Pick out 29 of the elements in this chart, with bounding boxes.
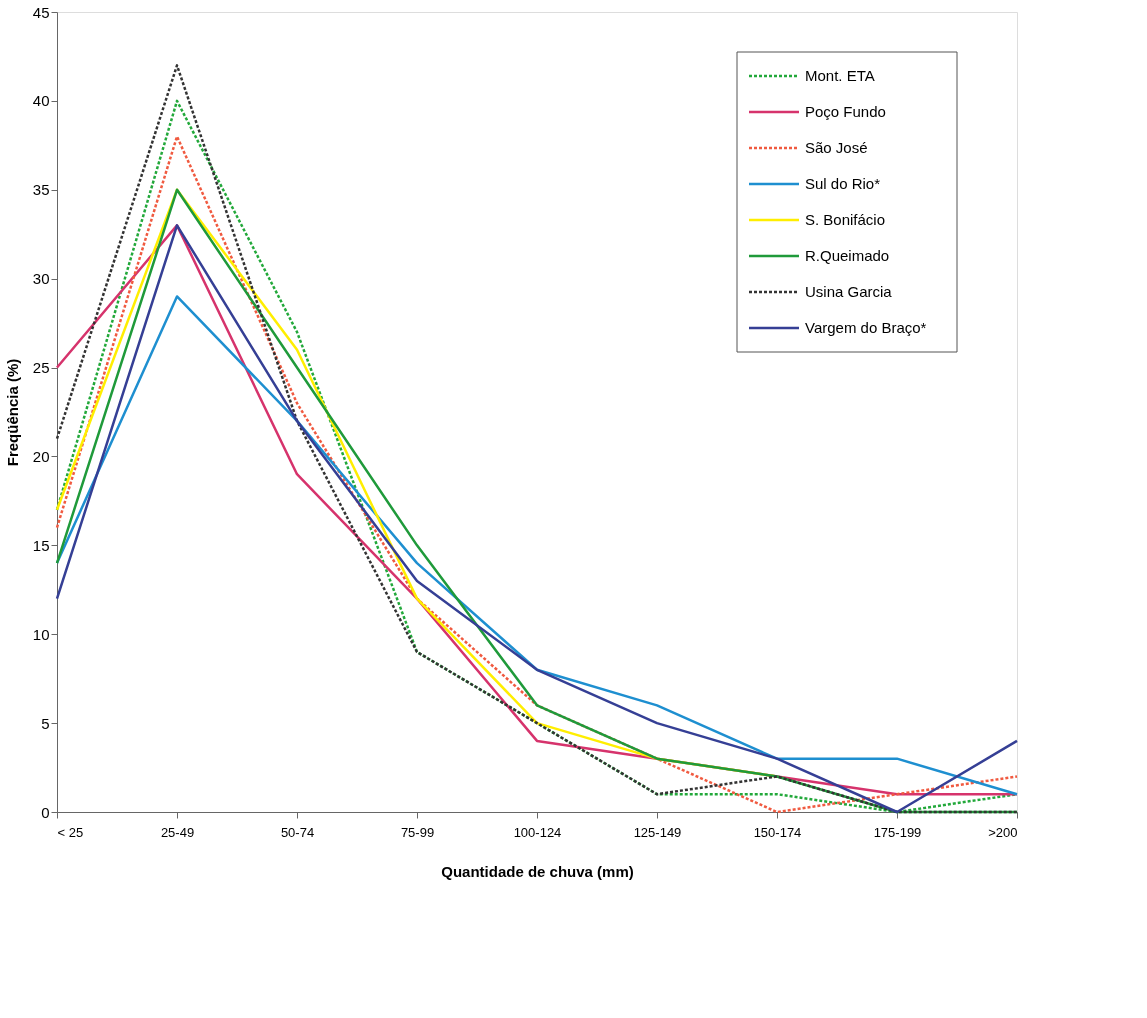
x-tick-label: >200 [988,824,1018,840]
x-tick-label: 125-149 [633,824,682,840]
x-tick-label: 175-199 [873,824,922,840]
legend-label: S. Bonifácio [805,211,886,228]
x-tick-label: 100-124 [513,824,562,840]
x-tick-label: < 25 [57,824,84,840]
legend-label: Sul do Rio* [805,175,881,192]
legend-label: Poço Fundo [805,103,886,120]
legend-label: São José [805,139,868,156]
y-tick-label: 35 [32,181,50,199]
x-tick-label: 75-99 [400,824,435,840]
y-tick-label: 20 [32,447,50,465]
legend-label: Usina Garcia [805,283,893,300]
y-tick-label: 0 [41,803,50,821]
x-axis-title: Quantidade de chuva (mm) [441,862,634,880]
y-tick-label: 30 [32,270,50,288]
y-tick-label: 40 [32,92,50,110]
x-tick-label: 50-74 [280,824,315,840]
y-tick-label: 25 [32,359,50,377]
legend-label: Vargem do Braço* [805,319,927,336]
legend-label: Mont. ETA [805,67,875,84]
x-tick-label: 150-174 [753,824,802,840]
legend-label: R.Queimado [805,247,890,264]
y-tick-label: 5 [41,714,50,732]
y-axis-title: Freqüência (%) [3,358,21,467]
y-tick-label: 10 [32,625,50,643]
x-tick-label: 25-49 [160,824,195,840]
y-tick-label: 15 [32,536,50,554]
y-tick-label: 45 [32,3,50,21]
